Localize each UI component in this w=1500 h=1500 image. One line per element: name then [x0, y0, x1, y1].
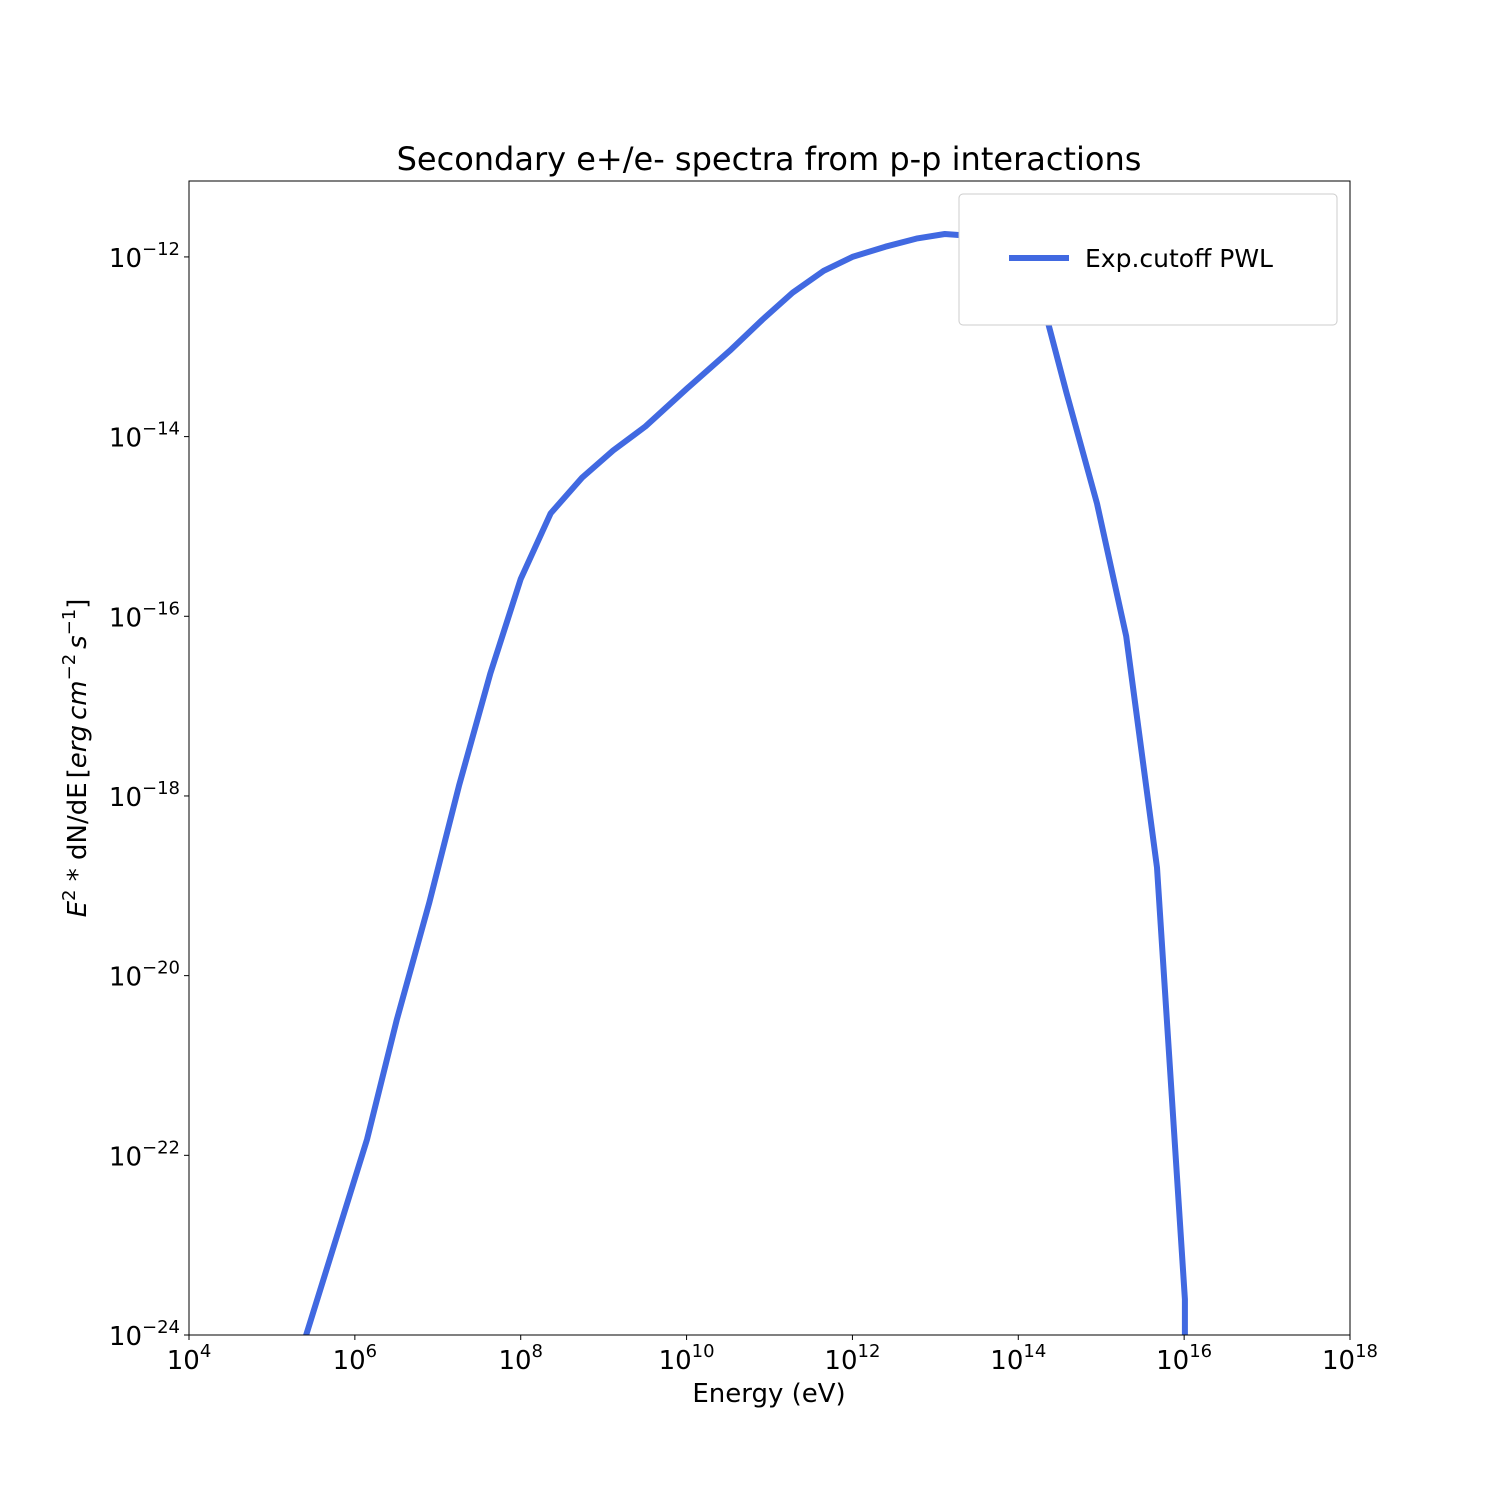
x-axis-label: Energy (eV) [692, 1379, 845, 1409]
x-tick-base: 10 [659, 1346, 692, 1376]
y-tick-base: 10 [109, 1322, 142, 1352]
y-label-erg: erg [63, 725, 93, 768]
chart-title: Secondary e+/e- spectra from p-p interac… [397, 140, 1142, 178]
y-label-dn: dN [63, 824, 93, 860]
y-label-s: s [63, 635, 93, 649]
y-label-slash: / [63, 815, 93, 824]
y-tick-base: 10 [109, 963, 142, 993]
series-line-exp-cutoff-pwl [303, 231, 1188, 1335]
y-axis-label: E2 * dN/dE [erg cm−2 s−1] [59, 599, 93, 918]
plot-area [189, 181, 1350, 1335]
series-layer [303, 231, 1188, 1335]
y-label-unit-open: [ [63, 768, 93, 778]
y-tick-base: 10 [109, 603, 142, 633]
y-label-unit-close: ] [63, 599, 93, 609]
y-tick-exp: −22 [142, 1137, 180, 1158]
y-tick-exp: −24 [142, 1317, 180, 1338]
y-tick-label: 10−18 [109, 778, 180, 813]
y-tick-label: 10−12 [109, 239, 180, 274]
x-tick-exp: 14 [1023, 1341, 1046, 1362]
x-tick-exp: 16 [1189, 1341, 1212, 1362]
y-label-star: * [63, 860, 93, 890]
x-tick-base: 10 [990, 1346, 1023, 1376]
x-tick-exp: 4 [200, 1341, 211, 1362]
y-tick-base: 10 [109, 783, 142, 813]
x-tick-label: 1012 [824, 1341, 880, 1376]
y-tick-base: 10 [109, 244, 142, 274]
x-tick-base: 10 [1156, 1346, 1189, 1376]
x-tick-base: 10 [333, 1346, 366, 1376]
y-label-exp2: 2 [59, 890, 80, 901]
y-label-cm: cm [63, 680, 93, 720]
x-tick-base: 10 [167, 1346, 200, 1376]
x-tick-exp: 8 [532, 1341, 543, 1362]
y-tick-label: 10−16 [109, 598, 180, 633]
x-tick-label: 1016 [1156, 1341, 1212, 1376]
y-tick-label: 10−14 [109, 419, 180, 454]
y-tick-label: 10−22 [109, 1137, 180, 1172]
y-label-de: dE [63, 782, 93, 815]
legend: Exp.cutoff PWL [958, 193, 1338, 326]
y-tick-label: 10−24 [109, 1317, 180, 1352]
y-label-cm-exp: −2 [59, 654, 80, 681]
y-tick-label: 10−20 [109, 958, 180, 993]
y-tick-exp: −16 [142, 598, 180, 619]
x-tick-label: 106 [333, 1341, 378, 1376]
x-tick-label: 1014 [990, 1341, 1046, 1376]
x-tick-label: 104 [167, 1341, 212, 1376]
legend-box [958, 193, 1338, 326]
plot-frame [188, 180, 1351, 1336]
x-tick-base: 10 [498, 1346, 531, 1376]
y-tick-exp: −12 [142, 239, 180, 260]
y-tick-base: 10 [109, 1142, 142, 1172]
x-tick-exp: 6 [366, 1341, 377, 1362]
x-tick-exp: 10 [692, 1341, 715, 1362]
x-tick-base: 10 [824, 1346, 857, 1376]
y-tick-exp: −20 [142, 958, 180, 979]
y-tick-exp: −14 [142, 419, 180, 440]
y-label-s-exp: −1 [59, 609, 80, 636]
x-tick-exp: 12 [858, 1341, 881, 1362]
x-tick-base: 10 [1322, 1346, 1355, 1376]
svg-text:E2 * dN/dE[ergcm−2s−1]: E2 * dN/dE [erg cm−2 s−1] [59, 599, 93, 918]
y-tick-base: 10 [109, 424, 142, 454]
x-tick-label: 1018 [1322, 1341, 1378, 1376]
x-tick-label: 108 [498, 1341, 543, 1376]
x-tick-label: 1010 [659, 1341, 715, 1376]
y-tick-exp: −18 [142, 778, 180, 799]
x-axis: 104 106 108 1010 1012 1014 1016 1018 [167, 1335, 1378, 1376]
legend-label: Exp.cutoff PWL [1085, 244, 1273, 273]
x-tick-exp: 18 [1355, 1341, 1378, 1362]
y-label-e: E [63, 900, 93, 917]
